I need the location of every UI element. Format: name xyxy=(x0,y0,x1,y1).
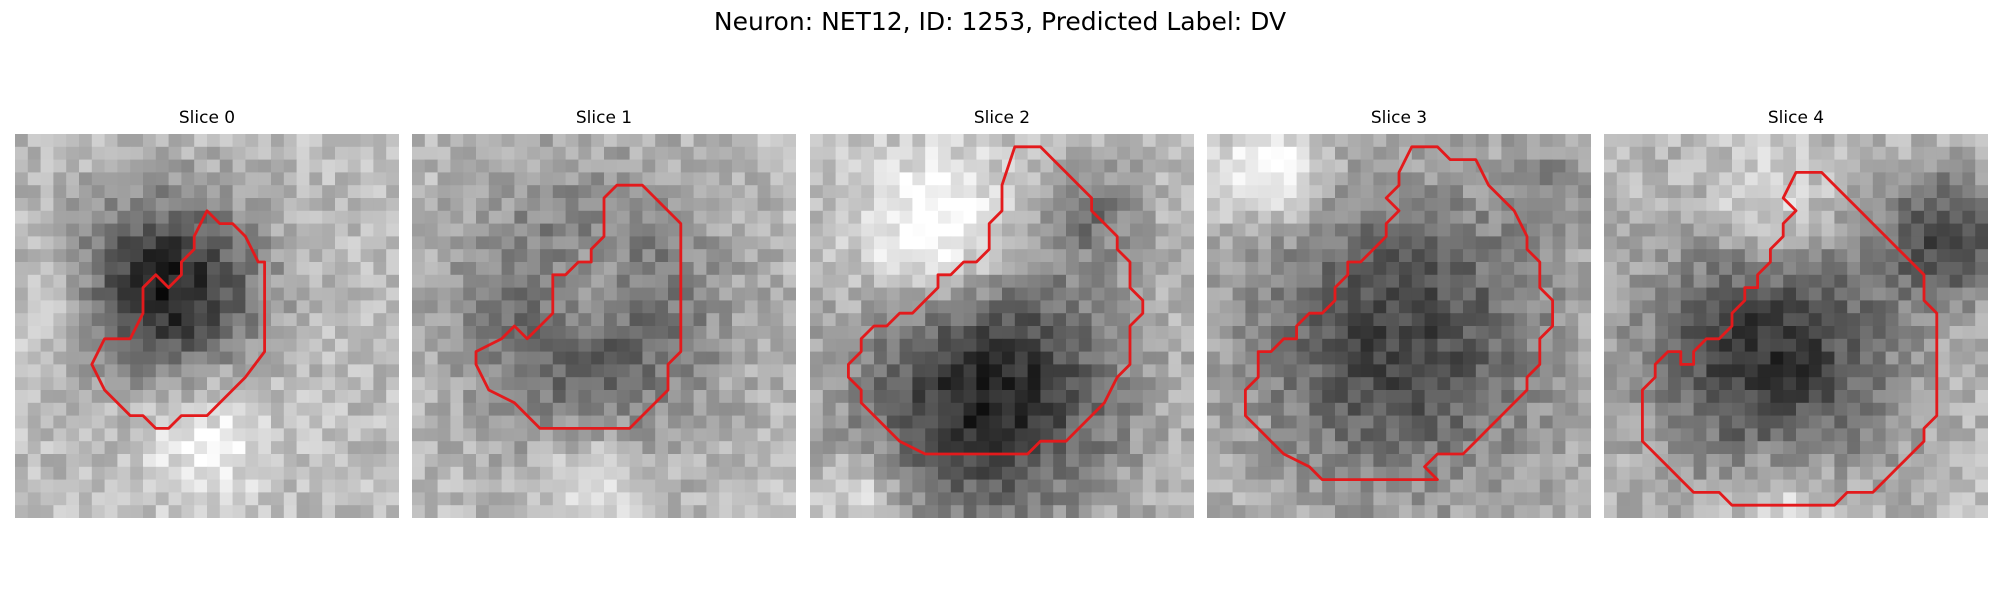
slice-title-4: Slice 4 xyxy=(1767,108,1825,128)
slice-title-3: Slice 3 xyxy=(1370,108,1428,128)
slice-title-2: Slice 2 xyxy=(973,108,1031,128)
slice-image-3 xyxy=(1207,134,1591,518)
cell-contour-2 xyxy=(846,145,1145,456)
slice-pixels-2 xyxy=(810,134,1194,518)
cell-contour-4 xyxy=(1640,170,1939,507)
slice-title-0: Slice 0 xyxy=(178,108,236,128)
slice-pixels-1 xyxy=(412,134,796,518)
slice-image-0 xyxy=(15,134,399,518)
slice-pixels-0 xyxy=(15,134,399,518)
slice-image-1 xyxy=(412,134,796,518)
cell-contour-1 xyxy=(474,183,683,430)
cell-contour-3 xyxy=(1243,145,1555,482)
slice-pixels-3 xyxy=(1207,134,1591,518)
slice-title-1: Slice 1 xyxy=(575,108,633,128)
slice-image-2 xyxy=(810,134,1194,518)
cell-contour-0 xyxy=(90,209,267,430)
figure-title: Neuron: NET12, ID: 1253, Predicted Label… xyxy=(713,7,1287,36)
slice-image-4 xyxy=(1604,134,1988,518)
